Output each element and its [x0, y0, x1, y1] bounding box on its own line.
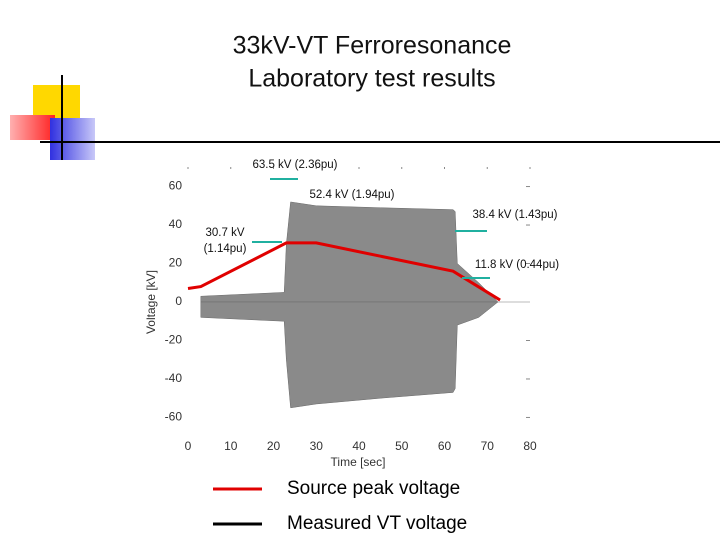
x-tick-label: 40	[352, 439, 366, 453]
decor-blue	[50, 118, 95, 160]
annotation: 11.8 kV (0.44pu)	[475, 259, 559, 271]
title-line: 33kV-VT Ferroresonance	[233, 32, 512, 60]
measured-envelope	[200, 301, 499, 409]
x-axis-label: Time [sec]	[331, 455, 386, 469]
legend-label: Measured VT voltage	[287, 513, 467, 534]
y-tick-label: -40	[165, 371, 183, 385]
decor-red	[10, 115, 55, 140]
y-tick-label: 60	[169, 179, 183, 193]
x-tick-label: 0	[185, 439, 192, 453]
x-tick-label: 80	[523, 439, 537, 453]
annotation: 63.5 kV (2.36pu)	[252, 159, 337, 171]
title-line: Laboratory test results	[248, 65, 495, 93]
measured-envelope	[200, 201, 499, 303]
x-tick-label: 60	[438, 439, 452, 453]
x-tick-label: 10	[224, 439, 238, 453]
y-tick-label: -20	[165, 333, 183, 347]
legend-label: Source peak voltage	[287, 478, 460, 499]
x-tick-label: 50	[395, 439, 409, 453]
x-tick-label: 20	[267, 439, 281, 453]
source-line	[187, 241, 501, 302]
y-axis-label: Voltage [kV]	[144, 270, 158, 334]
y-tick-label: -60	[165, 410, 183, 424]
x-tick-label: 70	[481, 439, 495, 453]
annotation: 38.4 kV (1.43pu)	[472, 209, 557, 221]
y-tick-label: 0	[175, 294, 182, 308]
annotation: (1.14pu)	[204, 243, 247, 255]
x-tick-label: 30	[310, 439, 324, 453]
y-tick-label: 40	[169, 217, 183, 231]
annotation: 52.4 kV (1.94pu)	[309, 189, 394, 201]
annotation: 30.7 kV	[206, 227, 245, 239]
y-tick-label: 20	[169, 256, 183, 270]
